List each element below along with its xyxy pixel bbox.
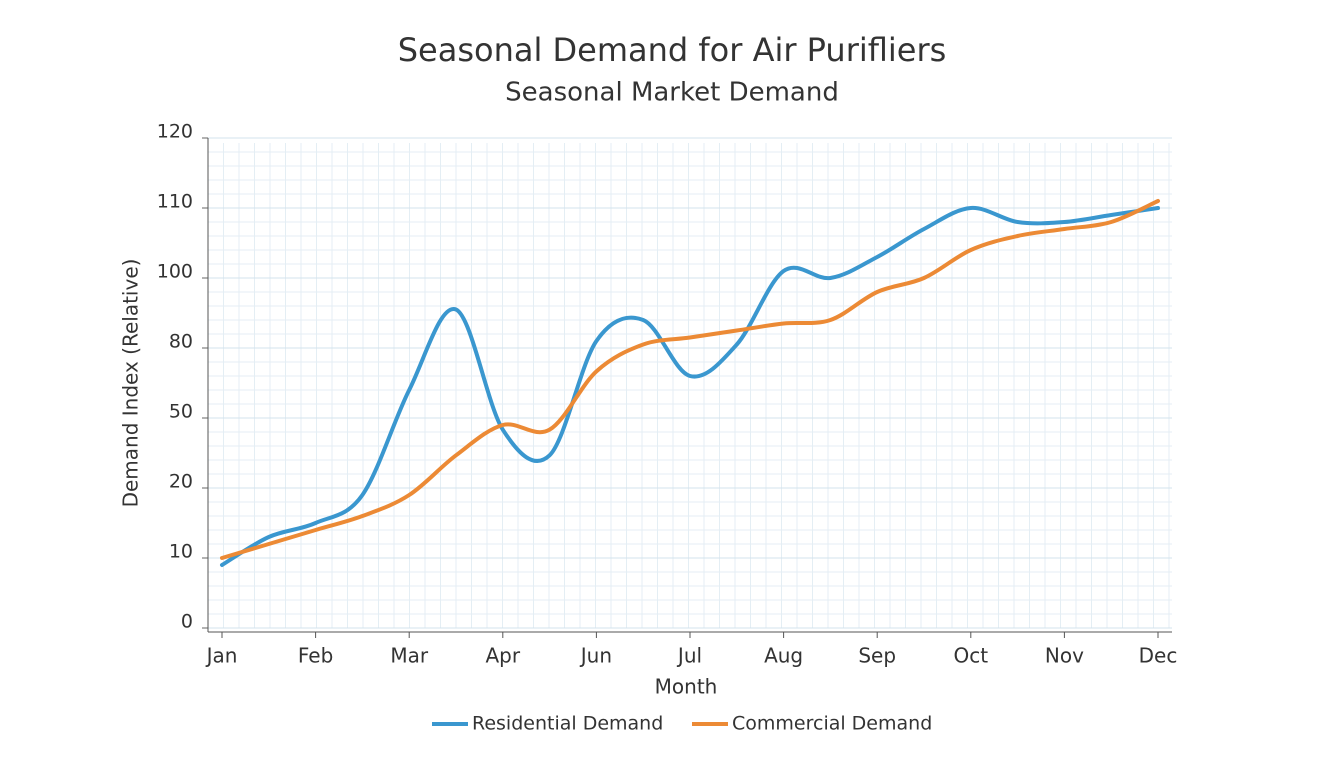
y-tick-label: 110: [157, 191, 193, 213]
y-tick-label: 20: [169, 471, 193, 493]
legend-item: Residential Demand: [432, 713, 663, 735]
series-line: [220, 205, 1160, 567]
x-tick-label: Dec: [1139, 644, 1178, 668]
x-axis-title: Month: [655, 675, 718, 699]
x-tick-label: Jun: [579, 644, 612, 668]
legend-item: Commercial Demand: [692, 713, 932, 735]
x-tick-label: Sep: [858, 644, 896, 668]
legend-label: Commercial Demand: [732, 713, 932, 735]
x-tick-label: Mar: [390, 644, 429, 668]
chart-title: Seasonal Demand for Air Purifliers: [398, 31, 947, 69]
x-tick-label: Feb: [298, 644, 333, 668]
x-tick-label: Jan: [205, 644, 238, 668]
minor-grid: [207, 143, 1172, 629]
x-tick-label: Apr: [485, 644, 520, 668]
y-tick-label: 10: [169, 541, 193, 563]
series-line: [220, 199, 1160, 560]
y-tick-label: 0: [181, 611, 193, 633]
chart-subtitle: Seasonal Market Demand: [505, 78, 839, 108]
legend-label: Residential Demand: [472, 713, 663, 735]
y-tick-label: 120: [157, 121, 193, 143]
y-axis-title: Demand Index (Relative): [119, 259, 143, 508]
x-tick-label: Jul: [676, 644, 702, 668]
y-tick-label: 50: [169, 401, 193, 423]
y-tick-label: 100: [157, 261, 193, 283]
x-tick-label: Aug: [764, 644, 803, 668]
y-tick-label: 80: [169, 331, 193, 353]
x-tick-label: Nov: [1045, 644, 1084, 668]
x-tick-label: Oct: [954, 644, 989, 668]
